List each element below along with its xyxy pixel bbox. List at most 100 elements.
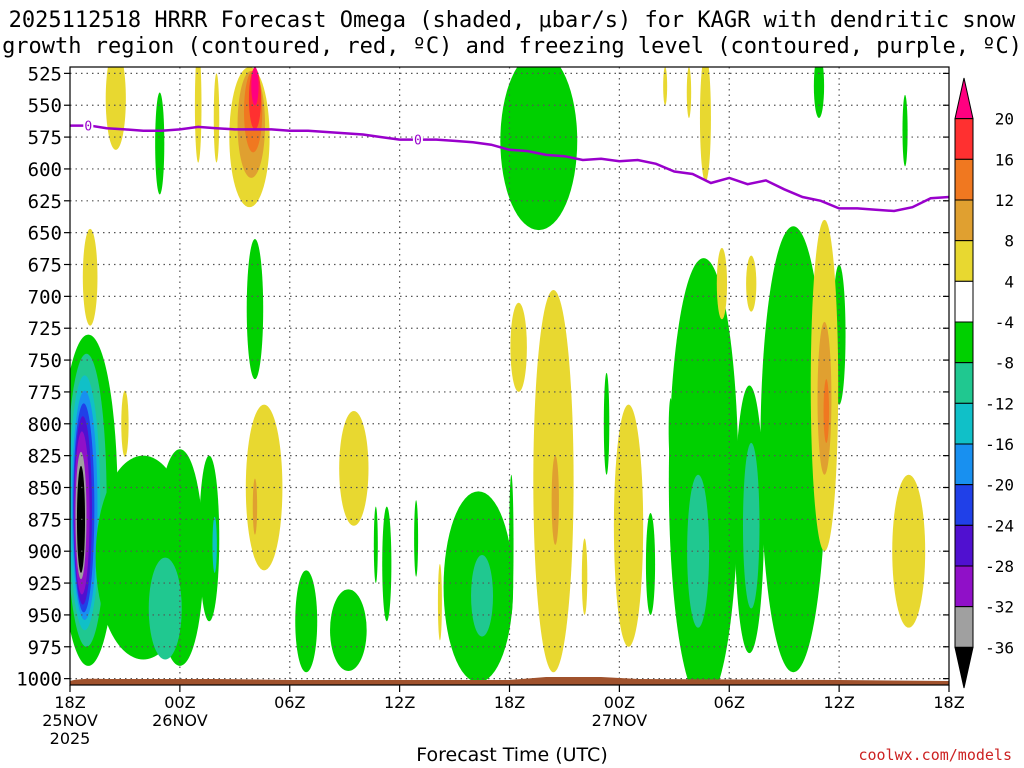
colorbar-label: 8 bbox=[1004, 232, 1014, 251]
colorbar-bin bbox=[954, 118, 974, 160]
colorbar-label: -28 bbox=[985, 557, 1014, 576]
colorbar-bin bbox=[954, 606, 974, 648]
x-tick-label: 00Z bbox=[604, 693, 635, 712]
omega-blob bbox=[716, 247, 728, 320]
y-tick-label: 925 bbox=[28, 573, 62, 595]
omega-blob bbox=[551, 455, 559, 545]
colorbar-label: 16 bbox=[995, 150, 1014, 169]
y-tick-label: 900 bbox=[28, 541, 62, 563]
y-tick-label: 750 bbox=[28, 350, 62, 372]
omega-blob bbox=[686, 67, 692, 118]
colorbar-bin bbox=[954, 402, 974, 445]
colorbar-label: -12 bbox=[985, 394, 1014, 413]
colorbar-label: -8 bbox=[995, 354, 1014, 373]
x-tick-label: 18Z bbox=[54, 693, 85, 712]
omega-blob bbox=[155, 92, 165, 195]
colorbar-bin bbox=[954, 484, 974, 526]
omega-blob bbox=[742, 442, 760, 609]
y-tick-label: 700 bbox=[28, 286, 62, 308]
colorbar-bin bbox=[954, 199, 974, 242]
x-tick-label: 12Z bbox=[823, 693, 854, 712]
x-tick-label: 18Z bbox=[494, 693, 525, 712]
y-tick-label: 650 bbox=[28, 223, 62, 245]
omega-blob bbox=[105, 67, 126, 150]
colorbar-label: 12 bbox=[995, 191, 1014, 210]
omega-blob bbox=[509, 474, 514, 615]
y-tick-label: 550 bbox=[28, 95, 62, 117]
colorbar-label: -32 bbox=[985, 598, 1014, 617]
omega-blob bbox=[339, 411, 369, 526]
terrain bbox=[70, 677, 949, 685]
freezing-level-label: 0 bbox=[84, 120, 92, 135]
omega-blob bbox=[252, 478, 258, 535]
omega-blob bbox=[902, 95, 908, 167]
x-date-label: 26NOV bbox=[152, 711, 208, 730]
y-tick-label: 600 bbox=[28, 159, 62, 181]
y-tick-label: 950 bbox=[28, 605, 62, 627]
freezing-label-bg bbox=[83, 118, 94, 133]
omega-blob bbox=[330, 589, 367, 671]
colorbar-label: -16 bbox=[985, 435, 1014, 454]
y-tick-label: 850 bbox=[28, 477, 62, 499]
omega-blob bbox=[382, 506, 392, 622]
colorbar-cap-top bbox=[954, 77, 974, 120]
x-tick-label: 12Z bbox=[384, 693, 415, 712]
omega-blob bbox=[414, 500, 419, 577]
omega-blob bbox=[813, 67, 825, 118]
omega-blob bbox=[760, 226, 827, 673]
omega-blob bbox=[542, 500, 547, 577]
omega-blob bbox=[471, 555, 494, 637]
y-tick-label: 725 bbox=[28, 318, 62, 340]
chart-title-line1: 2025112518 HRRR Forecast Omega (shaded, … bbox=[8, 8, 1016, 33]
omega-blob bbox=[373, 506, 378, 584]
omega-blob bbox=[245, 404, 283, 571]
omega-blob bbox=[82, 228, 98, 326]
omega-blob bbox=[295, 570, 318, 673]
omega-blob bbox=[892, 474, 926, 628]
credit-text[interactable]: coolwx.com/models bbox=[858, 746, 1012, 764]
y-tick-label: 575 bbox=[28, 127, 62, 149]
omega-blob bbox=[663, 67, 668, 106]
y-tick-label: 975 bbox=[28, 637, 62, 659]
y-tick-label: 775 bbox=[28, 382, 62, 404]
colorbar-cap-bottom bbox=[954, 646, 974, 689]
omega-blob bbox=[212, 516, 217, 573]
x-date-label: 27NOV bbox=[592, 711, 648, 730]
omega-blob bbox=[148, 557, 182, 660]
x-tick-label: 00Z bbox=[164, 693, 195, 712]
y-tick-label: 625 bbox=[28, 191, 62, 213]
omega-blob bbox=[246, 239, 264, 380]
colorbar-label: 4 bbox=[1004, 272, 1014, 291]
y-tick-label: 675 bbox=[28, 255, 62, 277]
colorbar-bin bbox=[954, 524, 974, 567]
omega-blob bbox=[613, 404, 644, 647]
omega-blob bbox=[746, 255, 757, 312]
omega-blob bbox=[76, 465, 86, 573]
omega-shading bbox=[70, 67, 926, 685]
x-tick-label: 06Z bbox=[274, 693, 305, 712]
colorbar-label: -20 bbox=[985, 476, 1014, 495]
grid bbox=[70, 67, 949, 685]
y-tick-label: 875 bbox=[28, 509, 62, 531]
colorbar-bin bbox=[954, 280, 974, 323]
y-tick-label: 800 bbox=[28, 414, 62, 436]
y-tick-label: 525 bbox=[28, 63, 62, 85]
omega-blob bbox=[510, 302, 527, 392]
colorbar-bin bbox=[954, 158, 974, 201]
x-date-label: 25NOV bbox=[42, 711, 98, 730]
x-axis-title: Forecast Time (UTC) bbox=[416, 744, 608, 766]
colorbar-bin bbox=[954, 443, 974, 486]
freezing-level-label: 0 bbox=[414, 134, 422, 149]
omega-blob bbox=[121, 390, 129, 457]
omega-blob bbox=[251, 67, 259, 106]
colorbar-label: -4 bbox=[995, 313, 1014, 332]
colorbar-label: -24 bbox=[985, 516, 1014, 535]
colorbar-bin bbox=[954, 240, 974, 282]
omega-blob bbox=[645, 512, 656, 615]
omega-blob bbox=[699, 67, 711, 182]
freezing-label-bg bbox=[412, 132, 423, 147]
colorbar: 20 16 12 8 4 -4 -8 -12 -16 -20 -24 -28 -32 -36 bbox=[954, 77, 1014, 689]
colorbar-label: 20 bbox=[995, 110, 1014, 129]
x-tick-label: 06Z bbox=[714, 693, 745, 712]
